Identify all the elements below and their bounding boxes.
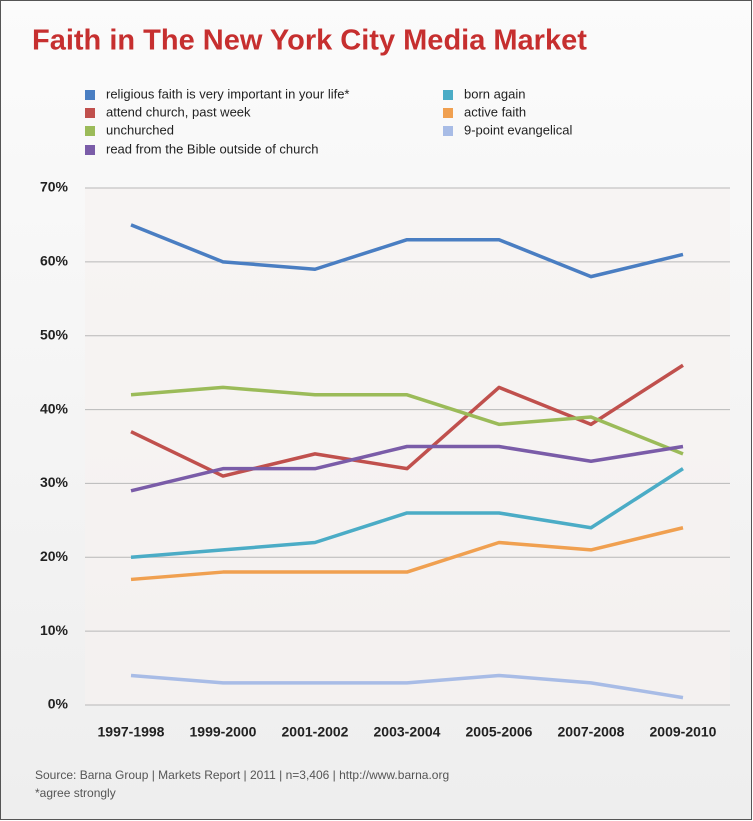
y-tick-label: 10% [40, 622, 69, 638]
y-tick-label: 70% [40, 179, 69, 195]
chart-title: Faith in The New York City Media Market [32, 25, 587, 57]
y-tick-label: 30% [40, 474, 69, 490]
y-tick-label: 0% [48, 696, 69, 712]
footnote: *agree strongly [35, 786, 116, 800]
y-tick-label: 40% [40, 400, 69, 416]
legend-swatch [85, 90, 95, 100]
x-tick-label: 1999-2000 [190, 724, 257, 740]
chart: Faith in The New York City Media Market … [0, 0, 753, 821]
y-tick-label: 50% [40, 326, 69, 342]
legend-swatch [443, 90, 453, 100]
source: Source: Barna Group | Markets Report | 2… [35, 768, 449, 782]
legend-swatch [85, 108, 95, 118]
legend-swatch [85, 145, 95, 155]
legend-label: read from the Bible outside of church [106, 141, 318, 156]
x-tick-label: 2003-2004 [374, 724, 441, 740]
legend-swatch [443, 126, 453, 136]
y-tick-label: 20% [40, 548, 69, 564]
x-tick-label: 2009-2010 [650, 724, 717, 740]
legend-label: religious faith is very important in you… [106, 86, 350, 101]
legend-label: unchurched [106, 122, 174, 137]
x-tick-label: 2007-2008 [558, 724, 625, 740]
x-tick-label: 2001-2002 [282, 724, 349, 740]
x-tick-label: 2005-2006 [466, 724, 533, 740]
y-tick-label: 60% [40, 253, 69, 269]
legend-label: attend church, past week [106, 104, 251, 119]
legend-label: 9-point evangelical [464, 122, 573, 137]
legend-swatch [443, 108, 453, 118]
legend-label: born again [464, 86, 525, 101]
legend-swatch [85, 126, 95, 136]
legend-label: active faith [464, 104, 526, 119]
x-tick-label: 1997-1998 [98, 724, 165, 740]
